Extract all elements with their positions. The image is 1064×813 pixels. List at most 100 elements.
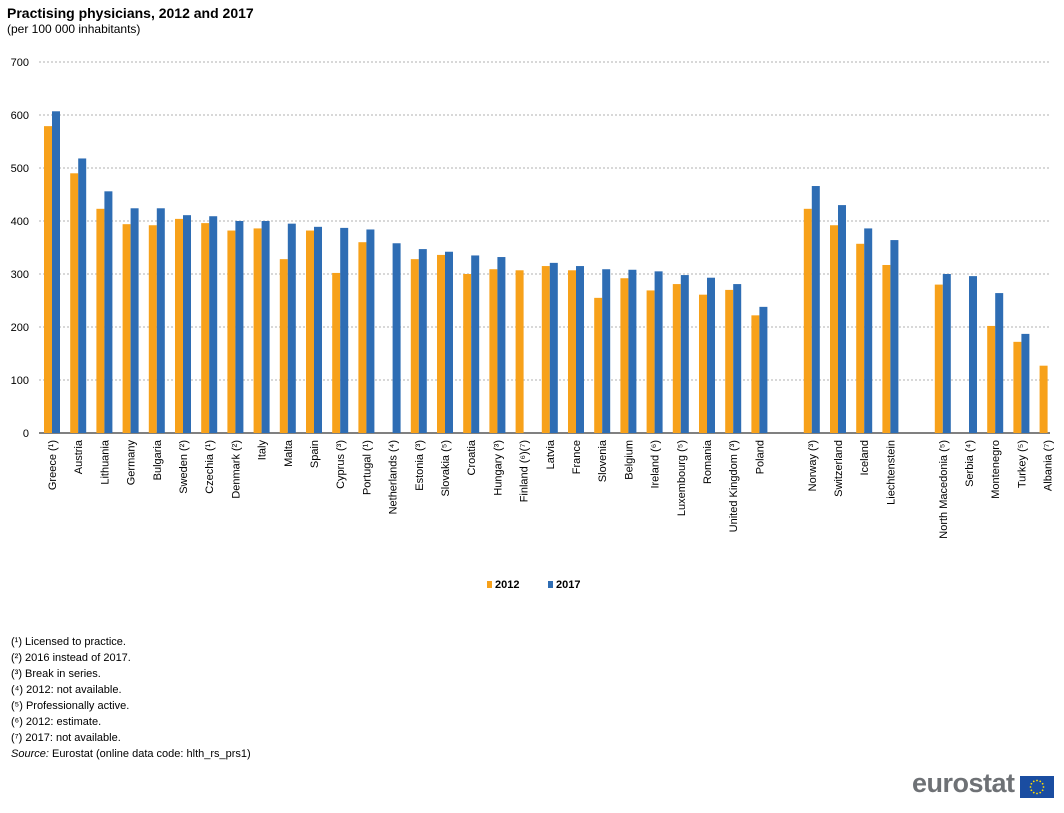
flag-star — [1042, 786, 1045, 788]
bar-2012 — [489, 269, 498, 433]
x-tick-label: Croatia — [466, 439, 478, 475]
bar-2017 — [497, 257, 506, 433]
x-tick-label: Czechia (¹) — [204, 440, 216, 494]
bar-2017 — [183, 215, 191, 433]
x-tick-label: Slovakia (⁵) — [440, 440, 452, 497]
bar-2017 — [340, 227, 349, 433]
x-tick-label: Ireland (⁶) — [650, 440, 662, 489]
x-tick-label: Serbia (⁴) — [964, 440, 976, 487]
x-tick-label: Poland — [754, 440, 766, 474]
bar-2012 — [253, 228, 262, 433]
bar-chart: 0 100 200 300 400 500 600 700 Greece (¹) Austria L… — [11, 57, 1055, 591]
bar-2017 — [235, 221, 244, 433]
x-tick-label: Slovenia — [597, 439, 609, 482]
bar-2012 — [227, 230, 236, 433]
footnote: (³) Break in series. — [11, 668, 101, 680]
bar-2017 — [209, 216, 218, 433]
x-tick-label: Austria — [73, 439, 85, 474]
bar-2017 — [471, 255, 480, 433]
bar-2017 — [287, 223, 296, 433]
footnote: (⁴) 2012: not available. — [11, 684, 122, 696]
bar-2012 — [175, 218, 183, 433]
x-tick-label: Spain — [309, 440, 321, 468]
bar-2012 — [515, 270, 524, 433]
chart-title: Practising physicians, 2012 and 2017 — [7, 5, 254, 21]
legend-swatch — [548, 581, 553, 588]
y-tick-label: 500 — [11, 163, 29, 175]
legend-label: 2017 — [556, 579, 580, 591]
bar-2012 — [1013, 341, 1022, 433]
bar-2017 — [942, 274, 951, 433]
legend-label: 2012 — [495, 579, 519, 591]
x-tick-label: Iceland — [859, 440, 871, 475]
bar-2017 — [707, 277, 715, 433]
x-tick-label: Liechtenstein — [885, 440, 897, 505]
y-tick-label: 400 — [11, 216, 29, 228]
x-tick-label: Greece (¹) — [47, 440, 59, 490]
y-tick-label: 300 — [11, 269, 29, 281]
x-tick-label: Sweden (²) — [178, 440, 190, 494]
bar-2012 — [279, 259, 288, 433]
x-tick-label: Germany — [126, 440, 138, 486]
bar-2012 — [699, 294, 707, 433]
bar-2017 — [78, 158, 87, 433]
x-tick-label: Malta — [283, 439, 295, 467]
source-text: Eurostat (online data code: hlth_rs_prs1… — [48, 748, 251, 760]
bar-2017 — [314, 226, 322, 433]
flag-star — [1041, 782, 1044, 785]
flag-star — [1041, 789, 1044, 792]
x-tick-label: Turkey (⁵) — [1016, 440, 1028, 488]
bar-2012 — [594, 297, 603, 433]
bar-2012 — [672, 284, 681, 433]
bar-2012 — [568, 270, 576, 433]
x-tick-label: Hungary (³) — [492, 440, 504, 496]
bar-2017 — [366, 229, 375, 433]
bar-2012 — [882, 264, 891, 433]
logo-text: eurostat — [912, 768, 1015, 798]
bar-2012 — [122, 224, 131, 433]
bar-2012 — [830, 225, 838, 433]
footnote: (⁶) 2012: estimate. — [11, 716, 102, 728]
bar-2017 — [104, 191, 113, 433]
bar-2012 — [358, 242, 367, 433]
y-tick-label: 200 — [11, 322, 29, 334]
y-tick-label: 0 — [23, 428, 29, 440]
x-tick-label: Luxembourg (⁵) — [676, 440, 688, 516]
bar-2017 — [576, 266, 584, 433]
bar-2012 — [987, 325, 996, 433]
bar-2017 — [995, 293, 1004, 433]
footnote: (⁵) Professionally active. — [11, 700, 130, 712]
x-tick-label: Bulgaria — [152, 439, 164, 480]
flag-star — [1032, 780, 1035, 783]
bar-2012 — [620, 278, 629, 433]
x-tick-label: Norway (³) — [807, 440, 819, 491]
bar-2012 — [1039, 365, 1048, 433]
bar-2017 — [1021, 333, 1030, 433]
bar-2017 — [680, 275, 689, 433]
flag-star — [1032, 791, 1035, 794]
bar-2017 — [549, 262, 558, 433]
flag-star — [1036, 779, 1038, 782]
y-tick-label: 700 — [11, 57, 29, 69]
flag-star — [1039, 780, 1042, 783]
x-tick-label: Italy — [257, 440, 269, 461]
bar-2017 — [969, 276, 977, 433]
x-tick-label: Switzerland — [833, 440, 845, 497]
bar-2017 — [156, 208, 165, 433]
bar-2017 — [890, 240, 899, 433]
x-tick-label: North Macedonia (⁵) — [938, 440, 950, 539]
bar-2017 — [445, 251, 453, 433]
y-tick-label: 100 — [11, 375, 29, 387]
x-tick-label: Cyprus (³) — [335, 440, 347, 489]
bar-2017 — [864, 228, 873, 433]
flag-star — [1030, 789, 1033, 792]
chart-subtitle: (per 100 000 inhabitants) — [7, 22, 141, 36]
bar-2017 — [654, 271, 663, 433]
eu-flag-icon — [1020, 776, 1054, 798]
x-tick-label: Denmark (²) — [230, 440, 242, 499]
x-tick-label: France — [571, 440, 583, 474]
flag-star — [1039, 791, 1042, 794]
bar-2012 — [332, 272, 341, 433]
x-tick-label: Belgium — [623, 440, 635, 480]
legend-swatch — [487, 581, 492, 588]
